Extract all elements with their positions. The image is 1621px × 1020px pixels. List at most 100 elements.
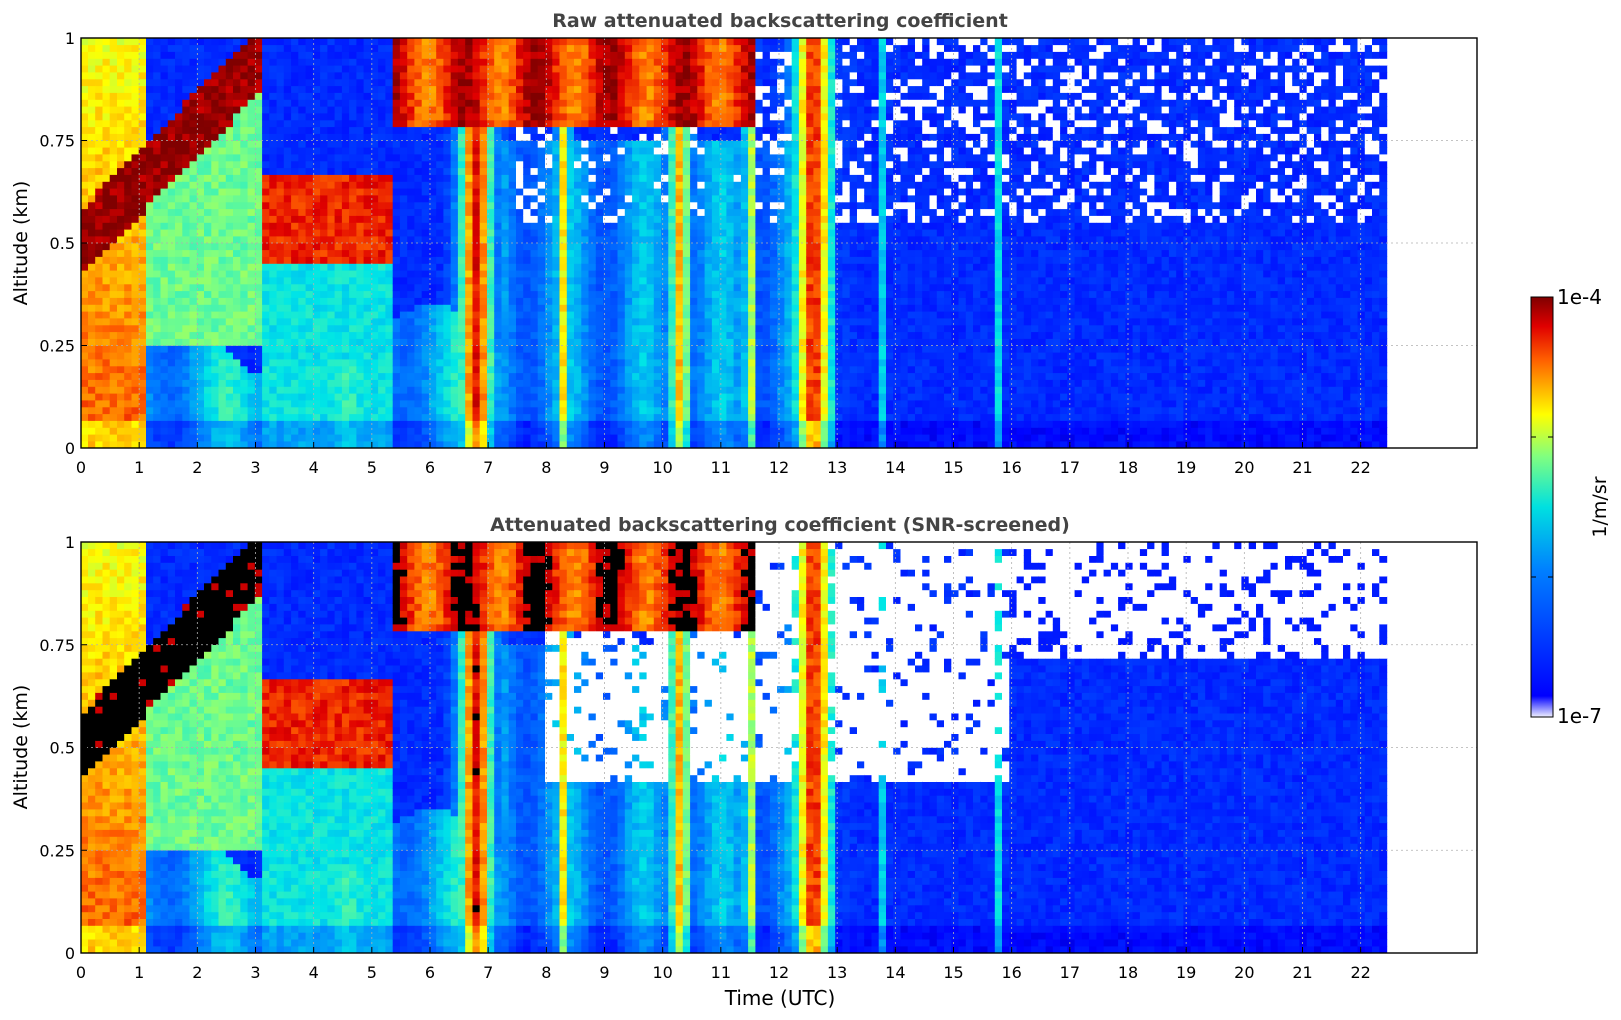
heat-cell	[334, 126, 343, 134]
heat-cell	[109, 147, 118, 155]
heat-cell	[262, 379, 270, 387]
heat-cell	[269, 167, 278, 175]
heat-cell	[211, 140, 220, 148]
heat-cell	[624, 85, 633, 93]
heat-cell	[581, 427, 590, 435]
heat-cell	[182, 338, 191, 346]
heat-cell	[414, 174, 423, 182]
heat-cell	[661, 153, 669, 162]
heat-cell	[639, 242, 648, 251]
heat-cell	[138, 358, 147, 367]
heat-cell	[320, 440, 328, 449]
heat-cell	[682, 406, 691, 415]
heat-cell	[399, 249, 408, 257]
heat-cell	[334, 174, 343, 182]
heat-cell	[523, 338, 532, 346]
heat-cell	[334, 290, 343, 298]
heat-cell	[552, 126, 561, 134]
heat-cell	[276, 324, 285, 333]
heat-cell	[399, 276, 408, 285]
heat-cell	[523, 386, 532, 394]
heat-cell	[632, 399, 640, 408]
heat-cell	[211, 297, 220, 305]
heat-cell	[88, 215, 96, 223]
heat-cell	[508, 106, 517, 114]
heat-cell	[349, 399, 357, 408]
heat-cell	[552, 331, 561, 339]
heat-cell	[160, 215, 169, 223]
heat-cell	[291, 386, 299, 394]
heat-cell	[639, 263, 648, 271]
heat-cell	[153, 229, 162, 237]
heat-cell	[588, 99, 597, 107]
heat-cell	[291, 420, 299, 428]
heat-cell	[552, 201, 561, 210]
heat-cell	[146, 140, 154, 148]
heat-cell	[465, 229, 474, 237]
heat-cell	[421, 317, 430, 326]
heat-cell	[262, 58, 270, 66]
heat-cell	[574, 406, 582, 415]
heat-cell	[182, 201, 191, 210]
heat-cell	[182, 106, 191, 114]
heat-cell	[327, 311, 336, 319]
heat-cell	[109, 331, 118, 339]
heat-cell	[240, 222, 249, 230]
heat-cell	[523, 188, 532, 196]
heat-cell	[378, 304, 386, 312]
heat-cell	[399, 406, 408, 415]
heat-cell	[385, 51, 394, 59]
heat-cell	[646, 222, 655, 230]
heat-cell	[617, 222, 626, 230]
heat-cell	[501, 379, 510, 387]
heat-cell	[545, 399, 553, 408]
heat-cell	[356, 65, 365, 73]
heat-cell	[262, 229, 270, 237]
heat-cell	[240, 317, 249, 326]
heat-cell	[610, 427, 619, 435]
heat-cell	[341, 99, 350, 107]
heat-cell	[378, 37, 386, 46]
heat-cell	[146, 413, 154, 421]
heat-cell	[131, 229, 140, 237]
heat-cell	[450, 406, 459, 415]
heat-cell	[428, 160, 437, 169]
heat-cell	[574, 92, 582, 100]
heat-cell	[370, 51, 379, 59]
heat-cell	[356, 365, 365, 374]
heat-cell	[465, 434, 474, 442]
heat-cell	[516, 358, 524, 367]
heat-cell	[204, 147, 212, 155]
heat-cell	[537, 386, 546, 394]
heat-cell	[508, 358, 517, 367]
heat-cell	[443, 44, 452, 52]
heat-cell	[247, 311, 256, 319]
heat-cell	[457, 112, 466, 121]
heat-cell	[443, 85, 452, 93]
heat-cell	[436, 420, 445, 428]
heat-cell	[603, 85, 611, 93]
heat-cell	[501, 297, 510, 305]
heat-cell	[131, 106, 140, 114]
heat-cell	[88, 85, 96, 93]
heat-cell	[479, 181, 488, 189]
heat-cell	[399, 270, 408, 278]
heat-cell	[291, 242, 299, 251]
heat-cell	[95, 358, 104, 367]
heat-cell	[552, 153, 561, 162]
heat-cell	[559, 290, 568, 298]
heat-cell	[370, 92, 379, 100]
heat-cell	[196, 44, 205, 52]
heat-cell	[516, 153, 524, 162]
heat-cell	[341, 434, 350, 442]
heat-cell	[385, 406, 394, 415]
heat-cell	[211, 181, 220, 189]
heat-cell	[508, 413, 517, 421]
heat-cell	[327, 112, 336, 121]
heat-cell	[240, 276, 249, 285]
heat-cell	[494, 194, 503, 203]
heat-cell	[407, 242, 416, 251]
heat-cell	[131, 345, 140, 353]
heat-cell	[653, 358, 662, 367]
heat-cell	[421, 413, 430, 421]
